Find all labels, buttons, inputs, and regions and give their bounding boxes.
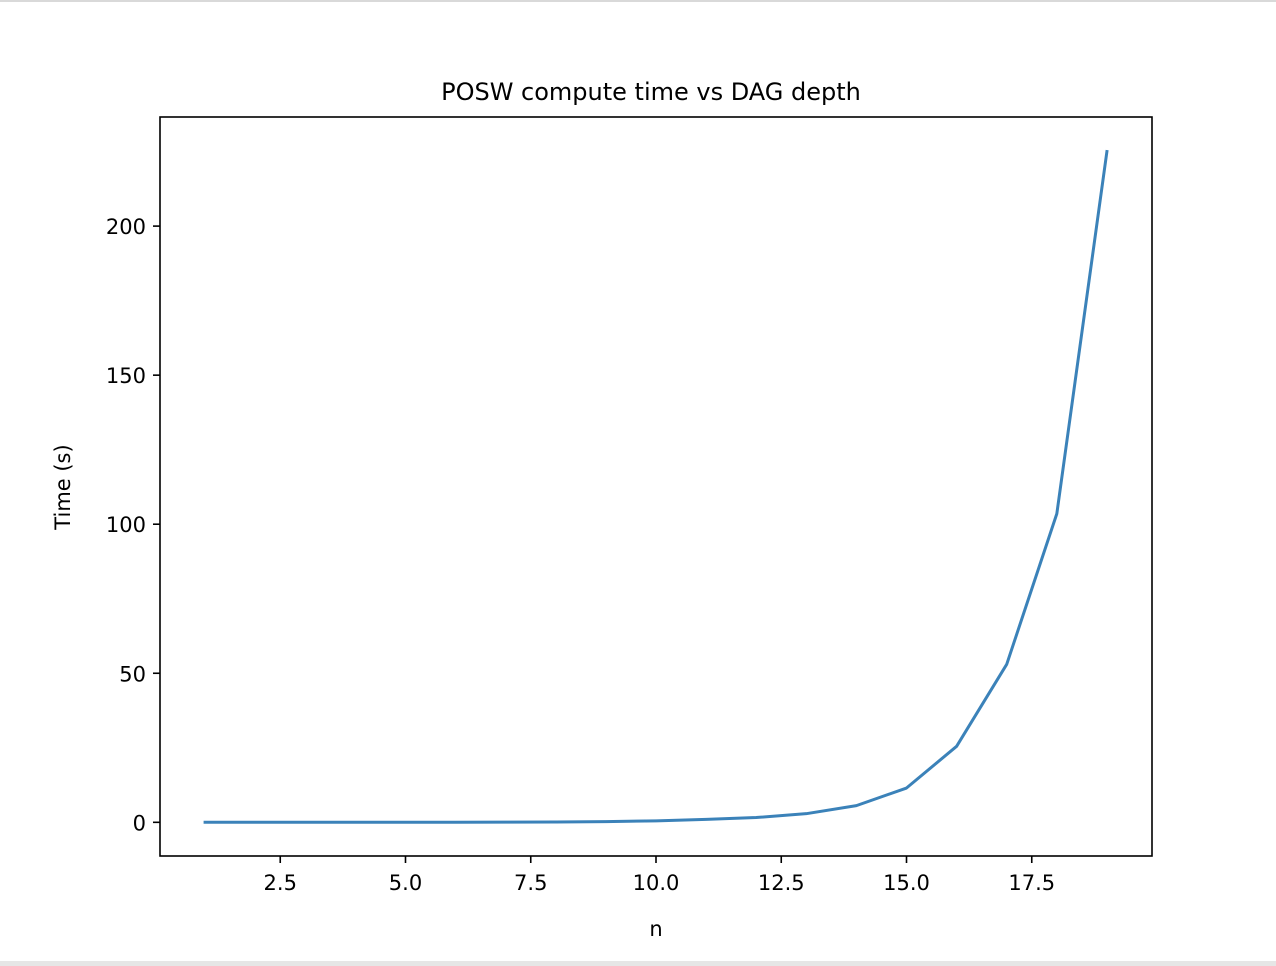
series-line bbox=[203, 149, 1109, 824]
y-tick-label: 0 bbox=[133, 811, 146, 835]
x-tick-label: 10.0 bbox=[633, 871, 680, 895]
x-tick-label: 12.5 bbox=[758, 871, 805, 895]
x-tick-label: 2.5 bbox=[264, 871, 297, 895]
x-tick-label: 5.0 bbox=[389, 871, 422, 895]
y-tick-label: 100 bbox=[106, 513, 146, 537]
bottom-border bbox=[0, 961, 1276, 966]
axis-ticks: 2.5 5.0 7.5 10.0 12.5 15.0 17.5 0 50 100 150 200 bbox=[106, 215, 1055, 895]
x-axis-label: n bbox=[649, 917, 662, 941]
x-tick-label: 7.5 bbox=[514, 871, 547, 895]
y-axis-label: Time (s) bbox=[51, 444, 75, 530]
x-tick-label: 17.5 bbox=[1008, 871, 1055, 895]
y-tick-label: 200 bbox=[106, 215, 146, 239]
plot-area-frame bbox=[159, 116, 1153, 857]
y-tick-label: 50 bbox=[119, 662, 146, 686]
chart-title: POSW compute time vs DAG depth bbox=[441, 78, 861, 106]
y-tick-label: 150 bbox=[106, 364, 146, 388]
x-tick-label: 15.0 bbox=[883, 871, 930, 895]
series-layer bbox=[203, 149, 1109, 824]
top-border bbox=[0, 0, 1276, 2]
